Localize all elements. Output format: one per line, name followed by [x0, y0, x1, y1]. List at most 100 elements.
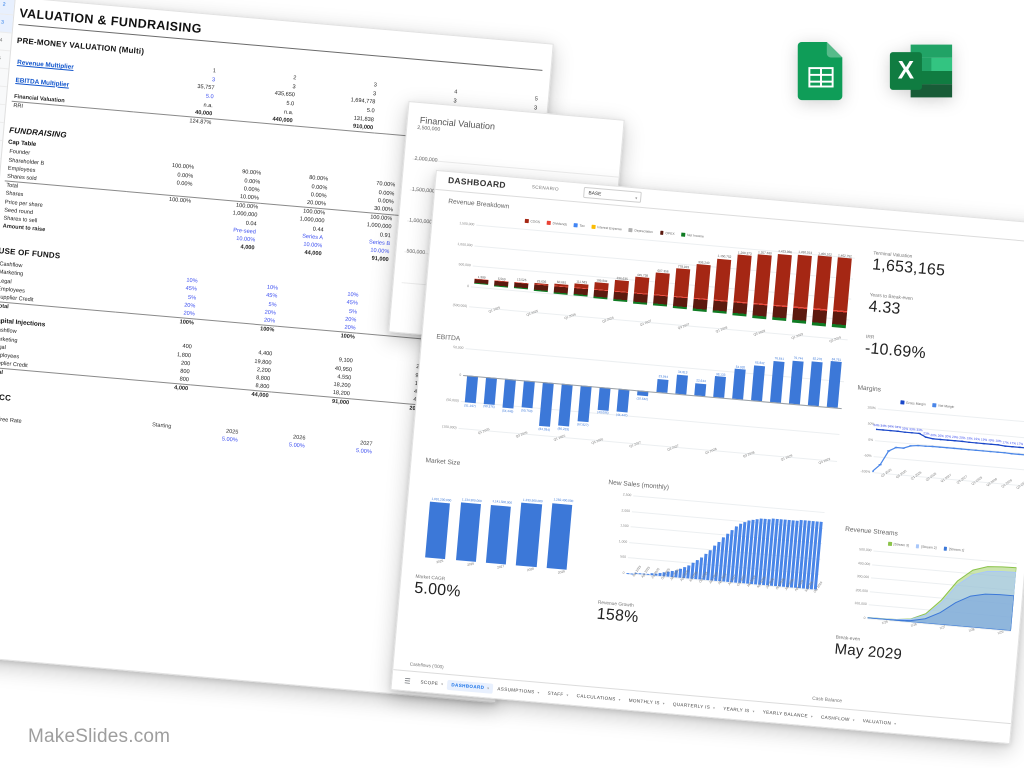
bar[interactable] — [538, 381, 555, 428]
row-number[interactable]: 7 — [0, 85, 7, 106]
bar-negative[interactable] — [593, 289, 608, 300]
chevron-down-icon[interactable]: ▾ — [537, 690, 540, 695]
bar[interactable] — [464, 375, 479, 404]
bar[interactable] — [675, 374, 689, 395]
row-number[interactable]: 2 — [0, 0, 15, 16]
bar[interactable] — [577, 384, 592, 422]
legend-item[interactable]: [Stream 2] — [915, 544, 937, 550]
chevron-down-icon[interactable]: ▾ — [712, 705, 716, 710]
row-number[interactable]: 11 — [0, 157, 1, 177]
bar[interactable] — [713, 376, 727, 398]
bar[interactable] — [425, 502, 451, 560]
bar[interactable] — [502, 378, 517, 409]
bar-negative[interactable] — [712, 299, 728, 315]
sheet-tab-monthly-is[interactable]: MONTHLY IS ▾ — [624, 695, 669, 709]
chevron-down-icon[interactable]: ▾ — [618, 697, 621, 702]
bar[interactable] — [773, 253, 792, 307]
row-number[interactable]: 9 — [0, 121, 4, 142]
row-number[interactable]: 6 — [0, 67, 9, 88]
bar-negative[interactable] — [633, 292, 648, 305]
legend-item[interactable]: Gross Margin — [900, 400, 926, 406]
sheet-tab-cashflow[interactable]: CASHFLOW ▾ — [817, 712, 860, 726]
bar-negative[interactable] — [653, 294, 668, 307]
sheet-tab-quarterly-is[interactable]: QUARTERLY IS ▾ — [668, 699, 719, 713]
scenario-select[interactable]: BASE ▾ — [583, 186, 642, 203]
bar-negative[interactable] — [772, 304, 788, 322]
legend-item[interactable]: Net Margin — [932, 403, 955, 409]
bar[interactable] — [546, 503, 573, 570]
bar[interactable] — [483, 376, 498, 405]
bar-negative[interactable] — [533, 284, 549, 293]
bar[interactable] — [455, 502, 481, 562]
bar[interactable] — [674, 268, 691, 298]
sheet-tab-yearly-is[interactable]: YEARLY IS ▾ — [719, 703, 759, 716]
bar[interactable] — [807, 361, 823, 406]
sheet-tab-yearly-balance[interactable]: YEARLY BALANCE ▾ — [758, 707, 817, 722]
bar[interactable] — [753, 254, 772, 305]
chevron-down-icon[interactable]: ▾ — [852, 717, 856, 722]
legend-item[interactable]: Tax — [573, 223, 585, 228]
bar[interactable] — [516, 502, 542, 568]
bar[interactable] — [833, 257, 852, 312]
bar[interactable] — [826, 361, 842, 408]
legend-item[interactable]: Net Income — [681, 232, 704, 238]
bar[interactable] — [557, 383, 573, 427]
sheet-tab-dashboard[interactable]: DASHBOARD ▾ — [446, 679, 494, 694]
bar[interactable] — [656, 378, 669, 393]
bar-negative[interactable] — [792, 306, 808, 324]
legend-item[interactable]: Interest Expense — [591, 224, 622, 231]
bar-negative[interactable] — [573, 287, 588, 298]
bar-negative[interactable] — [474, 278, 489, 285]
row-number[interactable]: 10 — [0, 139, 3, 159]
bar-negative[interactable] — [692, 297, 708, 312]
bar[interactable] — [713, 258, 732, 301]
legend-item[interactable]: OPEX — [659, 230, 675, 236]
bar[interactable] — [694, 382, 707, 396]
bar[interactable] — [654, 272, 670, 296]
chevron-down-icon[interactable]: ▾ — [810, 714, 814, 719]
bar[interactable] — [485, 504, 511, 565]
legend-item[interactable]: Dividends — [546, 220, 567, 227]
legend-item[interactable]: [Stream 3] — [887, 541, 909, 548]
row-number[interactable]: 8 — [0, 103, 6, 124]
chevron-down-icon[interactable]: ▾ — [487, 685, 490, 691]
bar[interactable] — [788, 360, 804, 405]
bar-negative[interactable] — [812, 308, 828, 327]
bar-negative[interactable] — [553, 285, 569, 295]
sheet-tab-valuation[interactable]: VALUATION ▾ — [858, 715, 900, 729]
bar-negative[interactable] — [672, 296, 688, 310]
chevron-down-icon[interactable]: ▾ — [441, 681, 444, 686]
sheet-tab-assumptions[interactable]: ASSUMPTIONS ▾ — [493, 683, 544, 697]
bar[interactable] — [693, 264, 711, 300]
bar[interactable] — [750, 364, 766, 401]
sheet-tab-calculations[interactable]: CALCULATIONS ▾ — [572, 690, 625, 705]
bar[interactable] — [769, 360, 785, 403]
bar[interactable] — [733, 254, 752, 303]
row-number[interactable]: 3 — [0, 13, 14, 34]
legend-item[interactable]: COGS — [524, 219, 540, 224]
bar[interactable] — [731, 369, 746, 400]
chevron-down-icon[interactable]: ▾ — [894, 721, 897, 726]
chevron-down-icon[interactable]: ▾ — [566, 692, 569, 697]
bar-negative[interactable] — [613, 290, 628, 302]
legend-item[interactable]: [Stream 1] — [943, 546, 964, 552]
bar-negative[interactable] — [752, 303, 768, 319]
chevron-down-icon[interactable]: ▾ — [752, 709, 755, 714]
bar[interactable] — [813, 255, 832, 310]
bar-negative[interactable] — [831, 310, 847, 329]
bar[interactable] — [597, 386, 611, 411]
bar[interactable] — [521, 379, 536, 408]
sheet-tab-staff[interactable]: STAFF ▾ — [543, 688, 573, 701]
chevron-down-icon[interactable]: ▾ — [662, 701, 666, 706]
bar-negative[interactable] — [494, 280, 509, 288]
bar[interactable] — [793, 254, 812, 308]
dashboard-sheet[interactable]: DASHBOARD SCENARIO BASE ▾ Revenue Breakd… — [390, 169, 1024, 745]
all-sheets-icon[interactable]: ☰ — [403, 677, 411, 686]
sheet-tab-scope[interactable]: SCOPE ▾ — [416, 677, 448, 690]
sheet-tab-bar[interactable]: ☰ SCOPE ▾ DASHBOARD ▾ ASSUMPTIONS ▾ STAFF ▾ CALC… — [391, 669, 1011, 744]
row-number[interactable]: 5 — [0, 49, 11, 70]
bar-negative[interactable] — [732, 301, 748, 317]
legend-item[interactable]: Depreciation — [628, 228, 653, 234]
bar[interactable] — [616, 388, 630, 413]
row-number[interactable]: 4 — [0, 31, 12, 52]
